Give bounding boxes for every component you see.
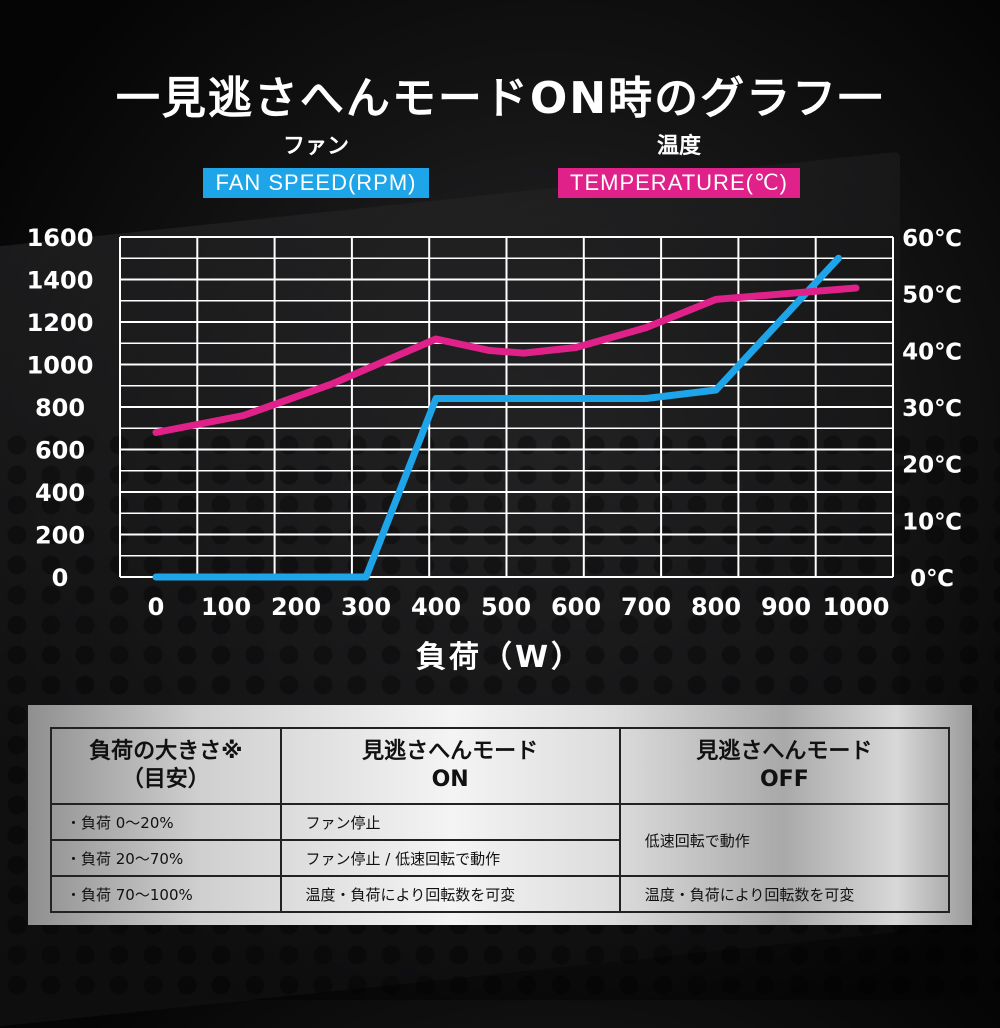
- fan-temp-chart: 020040060080010001200140016000℃10℃20℃30℃…: [27, 224, 962, 621]
- row-load: ・負荷 70〜100%: [50, 875, 282, 913]
- legend-temp-jp: 温度: [656, 134, 701, 159]
- y-right-tick-label: 30℃: [902, 396, 962, 422]
- y-left-tick-label: 1200: [27, 309, 94, 337]
- x-tick-label: 700: [621, 593, 671, 621]
- y-right-tick-label: 50℃: [902, 283, 962, 309]
- y-right-tick-label: 10℃: [902, 509, 962, 535]
- legend-fan: ファン FAN SPEED(RPM): [172, 128, 460, 198]
- legend-temp-tag: TEMPERATURE(℃): [558, 168, 800, 198]
- header-on-text: 見逃さへんモード ON: [362, 739, 539, 792]
- temperature-series-line: [152, 284, 860, 436]
- x-tick-label: 600: [551, 593, 601, 621]
- y-left-tick-label: 200: [35, 522, 85, 550]
- spec-panel: 負荷の大きさ※ （目安） 見逃さへんモード ON 見逃さへんモード OFF ・負荷 0…: [28, 705, 972, 925]
- row-off-merged: 低速回転で動作: [618, 803, 951, 877]
- table-row: ・負荷 0〜20% ファン停止 低速回転で動作: [50, 803, 951, 877]
- legend-temp: 温度 TEMPERATURE(℃): [538, 128, 820, 198]
- x-tick-label: 0: [148, 593, 165, 621]
- page-title: 一見逃さへんモードON時のグラフ一: [115, 73, 885, 124]
- x-tick-label: 800: [691, 593, 741, 621]
- y-left-tick-label: 0: [52, 564, 69, 592]
- table-header-load: 負荷の大きさ※ （目安）: [50, 727, 282, 805]
- x-axis-label: 負荷（W）: [415, 640, 585, 675]
- mode-table: 負荷の大きさ※ （目安） 見逃さへんモード ON 見逃さへんモード OFF ・負荷 0…: [50, 727, 951, 913]
- y-left-tick-label: 400: [35, 479, 85, 507]
- legend-fan-jp: ファン: [282, 134, 349, 159]
- row-off: 温度・負荷により回転数を可変: [618, 875, 951, 913]
- x-tick-label: 1000: [823, 593, 890, 621]
- fan-speed-series-line: [152, 254, 842, 581]
- y-right-tick-label: 40℃: [902, 339, 962, 365]
- x-tick-label: 200: [271, 593, 321, 621]
- x-tick-label: 400: [411, 593, 461, 621]
- row-load: ・負荷 20〜70%: [50, 839, 282, 877]
- table-header-off: 見逃さへんモード OFF: [618, 727, 951, 805]
- x-tick-label: 100: [201, 593, 251, 621]
- y-right-tick-label: 0℃: [910, 566, 954, 592]
- table-header-row: 負荷の大きさ※ （目安） 見逃さへんモード ON 見逃さへんモード OFF: [50, 727, 951, 805]
- x-tick-label: 500: [481, 593, 531, 621]
- y-right-tick-label: 60℃: [902, 226, 962, 252]
- y-left-tick-label: 1400: [27, 267, 94, 295]
- legend-fan-tag: FAN SPEED(RPM): [203, 168, 429, 198]
- row-on: ファン停止: [279, 803, 621, 841]
- row-load: ・負荷 0〜20%: [50, 803, 282, 841]
- y-left-tick-label: 1600: [27, 224, 94, 252]
- table-row: ・負荷 70〜100% 温度・負荷により回転数を可変 温度・負荷により回転数を可…: [50, 875, 951, 913]
- y-left-tick-label: 800: [35, 394, 85, 422]
- header-off-text: 見逃さへんモード OFF: [696, 739, 873, 792]
- table-header-on: 見逃さへんモード ON: [279, 727, 621, 805]
- y-left-tick-label: 600: [35, 437, 85, 465]
- table-row: ・負荷 20〜70% ファン停止 / 低速回転で動作: [50, 839, 949, 877]
- y-left-tick-label: 1000: [27, 352, 94, 380]
- x-tick-label: 900: [761, 593, 811, 621]
- row-on: 温度・負荷により回転数を可変: [279, 875, 621, 913]
- row-on: ファン停止 / 低速回転で動作: [279, 839, 621, 877]
- x-tick-label: 300: [341, 593, 391, 621]
- y-right-tick-label: 20℃: [902, 453, 962, 479]
- header-load-text: 負荷の大きさ※ （目安）: [89, 739, 243, 792]
